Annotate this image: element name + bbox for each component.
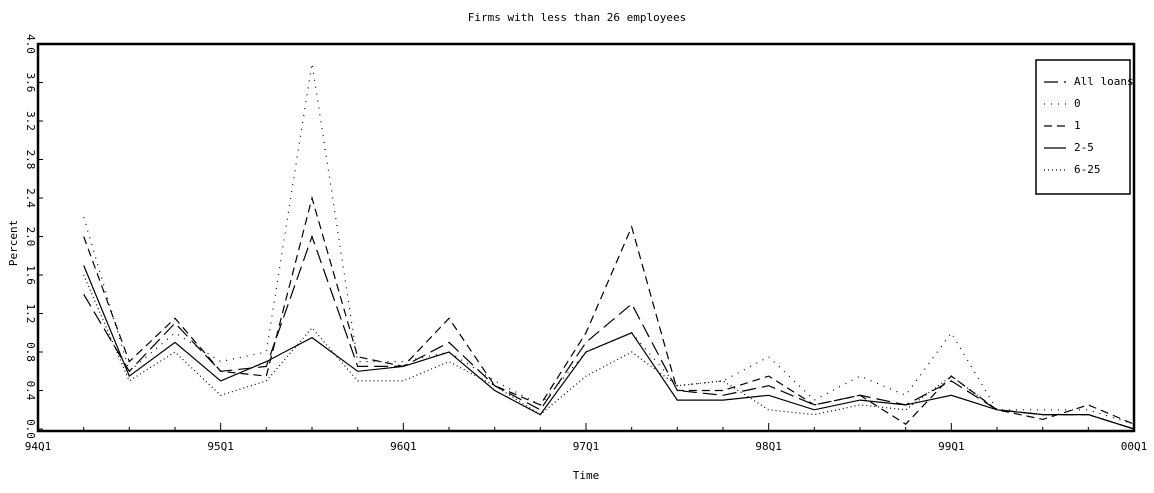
series-line [83,265,1135,430]
x-tick-label: 98Q1 [755,440,782,453]
chart-title: Firms with less than 26 employees [468,11,687,24]
y-tick-label: 0.4 [24,381,37,401]
y-tick-label: 2.0 [24,227,37,247]
y-tick-label: 4.0 [24,34,37,54]
series-line [83,274,1135,430]
y-tick-label: 0.8 [24,342,37,362]
legend-label: 1 [1074,119,1081,132]
x-axis-label: Time [573,469,600,482]
series-line [83,195,1135,425]
y-tick-label: 0.0 [24,419,37,439]
series-line [83,63,1135,425]
y-tick-label: 3.2 [24,111,37,131]
plot-frame [36,42,1136,433]
y-tick-label: 2.8 [24,150,37,170]
y-axis-label: Percent [7,220,20,266]
series-line [83,234,1135,430]
legend-label: 6-25 [1074,163,1101,176]
y-tick-label: 3.6 [24,73,37,93]
y-tick-label: 1.2 [24,304,37,324]
x-tick-label: 99Q1 [938,440,965,453]
legend-label: 2-5 [1074,141,1094,154]
x-tick-label: 00Q1 [1121,440,1148,453]
x-tick-label: 96Q1 [390,440,417,453]
x-tick-label: 95Q1 [207,440,234,453]
x-tick-label: 94Q1 [25,440,52,453]
legend-label: 0 [1074,97,1081,110]
y-tick-label: 1.6 [24,265,37,285]
x-tick-label: 97Q1 [573,440,600,453]
y-tick-label: 2.4 [24,188,37,208]
legend-label: All loans [1074,75,1134,88]
